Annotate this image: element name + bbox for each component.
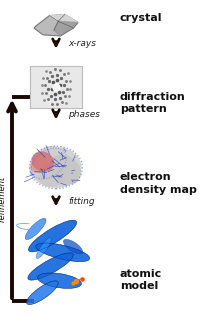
Point [53, 67, 56, 72]
Point [54, 84, 58, 90]
Point [58, 68, 61, 73]
Ellipse shape [37, 273, 81, 289]
Point [65, 79, 68, 84]
Point [68, 78, 71, 83]
Point [61, 90, 65, 95]
Point [62, 72, 65, 77]
Ellipse shape [63, 239, 83, 254]
Point [58, 95, 61, 100]
Point [71, 281, 75, 286]
Point [75, 278, 78, 283]
Point [67, 94, 71, 99]
Point [45, 75, 48, 80]
Text: refinement: refinement [0, 176, 7, 222]
Point [44, 82, 47, 88]
Point [66, 71, 69, 76]
Point [47, 79, 51, 84]
Point [50, 87, 53, 92]
Point [41, 91, 44, 96]
Ellipse shape [25, 218, 46, 240]
Point [59, 82, 62, 87]
Ellipse shape [36, 243, 90, 261]
Point [41, 75, 45, 80]
Point [44, 68, 47, 73]
Ellipse shape [31, 147, 82, 188]
Point [58, 90, 61, 95]
Point [51, 73, 54, 79]
Point [55, 77, 59, 82]
Point [51, 79, 54, 84]
Text: atomic
model: atomic model [120, 269, 162, 291]
Point [51, 101, 54, 106]
Point [69, 86, 72, 91]
Point [56, 102, 59, 107]
Point [49, 70, 52, 75]
Point [60, 75, 63, 80]
Ellipse shape [31, 151, 54, 172]
Point [47, 97, 50, 102]
Point [54, 84, 58, 90]
Polygon shape [34, 14, 78, 36]
Point [47, 87, 50, 92]
Ellipse shape [49, 155, 81, 185]
Polygon shape [49, 14, 78, 23]
Point [49, 93, 52, 99]
Ellipse shape [27, 281, 58, 305]
Text: fitting: fitting [68, 197, 95, 206]
Ellipse shape [30, 157, 48, 173]
Point [64, 94, 67, 99]
Bar [30, 66, 82, 108]
Point [43, 98, 46, 103]
Point [60, 99, 63, 104]
Text: crystal: crystal [120, 13, 162, 23]
Ellipse shape [29, 146, 65, 180]
Ellipse shape [28, 253, 73, 280]
Ellipse shape [36, 238, 51, 259]
Polygon shape [54, 21, 78, 36]
Text: diffraction
pattern: diffraction pattern [120, 92, 186, 114]
Point [55, 72, 59, 77]
Ellipse shape [29, 220, 77, 252]
Point [65, 86, 68, 91]
Point [65, 100, 68, 106]
Point [80, 276, 83, 281]
Point [53, 97, 57, 102]
Point [62, 82, 65, 87]
Text: electron
density map: electron density map [120, 172, 197, 195]
Point [40, 83, 43, 88]
Ellipse shape [38, 163, 68, 187]
Text: x-rays: x-rays [68, 39, 96, 48]
Point [44, 90, 47, 95]
Point [53, 92, 57, 97]
Text: phases: phases [68, 110, 100, 119]
